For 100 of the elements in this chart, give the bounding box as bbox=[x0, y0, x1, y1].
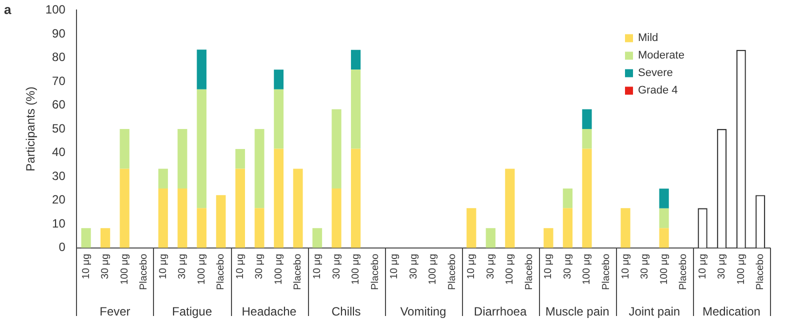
x-tick-label: Placebo bbox=[600, 253, 612, 290]
y-tick-label: 100 bbox=[45, 2, 66, 17]
y-tick-label: 50 bbox=[52, 121, 66, 136]
y-tick-label: 70 bbox=[52, 74, 66, 88]
x-tick-label: 30 μg bbox=[100, 254, 112, 280]
x-tick-label: 10 μg bbox=[389, 254, 400, 280]
bar bbox=[659, 228, 669, 248]
bar bbox=[235, 168, 245, 248]
legend-label: Moderate bbox=[638, 50, 684, 62]
bar bbox=[505, 168, 515, 248]
y-tick-label: 40 bbox=[52, 145, 66, 160]
x-tick-label: Placebo bbox=[755, 253, 766, 290]
bar bbox=[274, 70, 284, 90]
x-tick-label: 10 μg bbox=[234, 254, 246, 280]
text: Joint pain bbox=[628, 304, 680, 318]
y-axis-title: Participants (%) bbox=[24, 86, 38, 172]
bar bbox=[582, 129, 592, 149]
text: Medication bbox=[702, 304, 760, 318]
bar bbox=[178, 129, 188, 188]
bar bbox=[350, 148, 361, 248]
bar bbox=[544, 228, 554, 248]
bar bbox=[466, 208, 476, 248]
bar bbox=[659, 208, 669, 228]
bar bbox=[582, 109, 592, 130]
x-tick-label: 100 μg bbox=[582, 254, 593, 285]
bar bbox=[486, 228, 496, 248]
bar bbox=[332, 109, 342, 188]
y-tick-label: 30 bbox=[52, 168, 66, 183]
bar bbox=[196, 50, 206, 90]
bar bbox=[350, 70, 361, 149]
x-tick-label: 30 μg bbox=[716, 254, 728, 280]
bar bbox=[350, 50, 361, 70]
bar bbox=[293, 168, 303, 248]
text: Fatigue bbox=[172, 304, 212, 318]
y-tick-label: 60 bbox=[52, 98, 66, 112]
bar bbox=[254, 129, 264, 208]
x-tick-label: 100 μg bbox=[350, 254, 362, 285]
x-tick-label: 100 μg bbox=[196, 254, 208, 285]
x-tick-label: 100 μg bbox=[273, 254, 284, 285]
text: Headache bbox=[242, 304, 297, 318]
bar bbox=[120, 129, 130, 169]
bar bbox=[562, 188, 573, 208]
x-tick-label: Placebo bbox=[138, 253, 150, 290]
x-tick-label: 30 μg bbox=[485, 254, 496, 280]
x-tick-label: 10 μg bbox=[466, 254, 478, 280]
text: Diarrhoea bbox=[474, 304, 527, 318]
x-tick-label: 10 μg bbox=[697, 254, 708, 280]
bar bbox=[158, 168, 168, 188]
bar bbox=[659, 188, 669, 208]
y-tick-label: 90 bbox=[52, 26, 66, 40]
x-tick-label: 10 μg bbox=[312, 254, 323, 280]
x-tick-label: 30 μg bbox=[177, 254, 188, 280]
bar bbox=[235, 148, 245, 169]
bar bbox=[582, 148, 592, 248]
x-tick-label: 10 μg bbox=[543, 254, 554, 280]
x-tick-label: 100 μg bbox=[119, 254, 130, 285]
x-tick-label: Placebo bbox=[678, 253, 690, 290]
x-tick-label: 100 μg bbox=[504, 254, 516, 285]
legend-label: Grade 4 bbox=[638, 84, 678, 97]
legend-label: Severe bbox=[638, 67, 673, 80]
x-tick-label: 100 μg bbox=[736, 254, 747, 285]
bar bbox=[196, 89, 206, 208]
bar bbox=[274, 148, 284, 248]
bar bbox=[562, 208, 573, 248]
bar bbox=[254, 208, 264, 248]
bar bbox=[100, 228, 110, 248]
x-tick-label: 30 μg bbox=[408, 254, 420, 280]
bar bbox=[178, 188, 188, 248]
x-tick-label: 10 μg bbox=[80, 254, 92, 280]
chart-title: a bbox=[4, 2, 12, 17]
x-tick-label: 30 μg bbox=[331, 254, 342, 280]
bar bbox=[312, 228, 322, 248]
x-tick-label: Placebo bbox=[370, 253, 381, 290]
y-tick-label: 10 bbox=[52, 216, 66, 230]
x-tick-label: Placebo bbox=[524, 253, 535, 290]
bar bbox=[196, 208, 206, 248]
legend-label: Mild bbox=[638, 32, 658, 44]
bar bbox=[216, 195, 226, 248]
y-tick-label: 80 bbox=[52, 50, 66, 64]
x-tick-label: 30 μg bbox=[640, 254, 651, 280]
y-tick-label: 0 bbox=[58, 240, 66, 254]
bar bbox=[81, 228, 91, 248]
bar bbox=[158, 188, 168, 248]
x-tick-label: 10 μg bbox=[620, 254, 632, 280]
x-tick-label: 30 μg bbox=[562, 254, 574, 280]
x-tick-label: 100 μg bbox=[658, 254, 670, 285]
x-tick-label: 100 μg bbox=[428, 254, 439, 285]
bar bbox=[120, 168, 130, 248]
y-tick-label: 20 bbox=[52, 192, 66, 207]
text: Chills bbox=[331, 304, 361, 318]
text: Vomiting bbox=[400, 304, 446, 318]
bar bbox=[332, 188, 342, 248]
x-tick-label: Placebo bbox=[446, 253, 458, 290]
bar bbox=[620, 208, 630, 248]
x-tick-label: 10 μg bbox=[158, 254, 169, 280]
x-tick-label: Placebo bbox=[216, 253, 227, 290]
text: Muscle pain bbox=[545, 304, 610, 318]
bar bbox=[274, 89, 284, 149]
text: Fever bbox=[100, 304, 130, 318]
x-tick-label: Placebo bbox=[292, 253, 304, 290]
